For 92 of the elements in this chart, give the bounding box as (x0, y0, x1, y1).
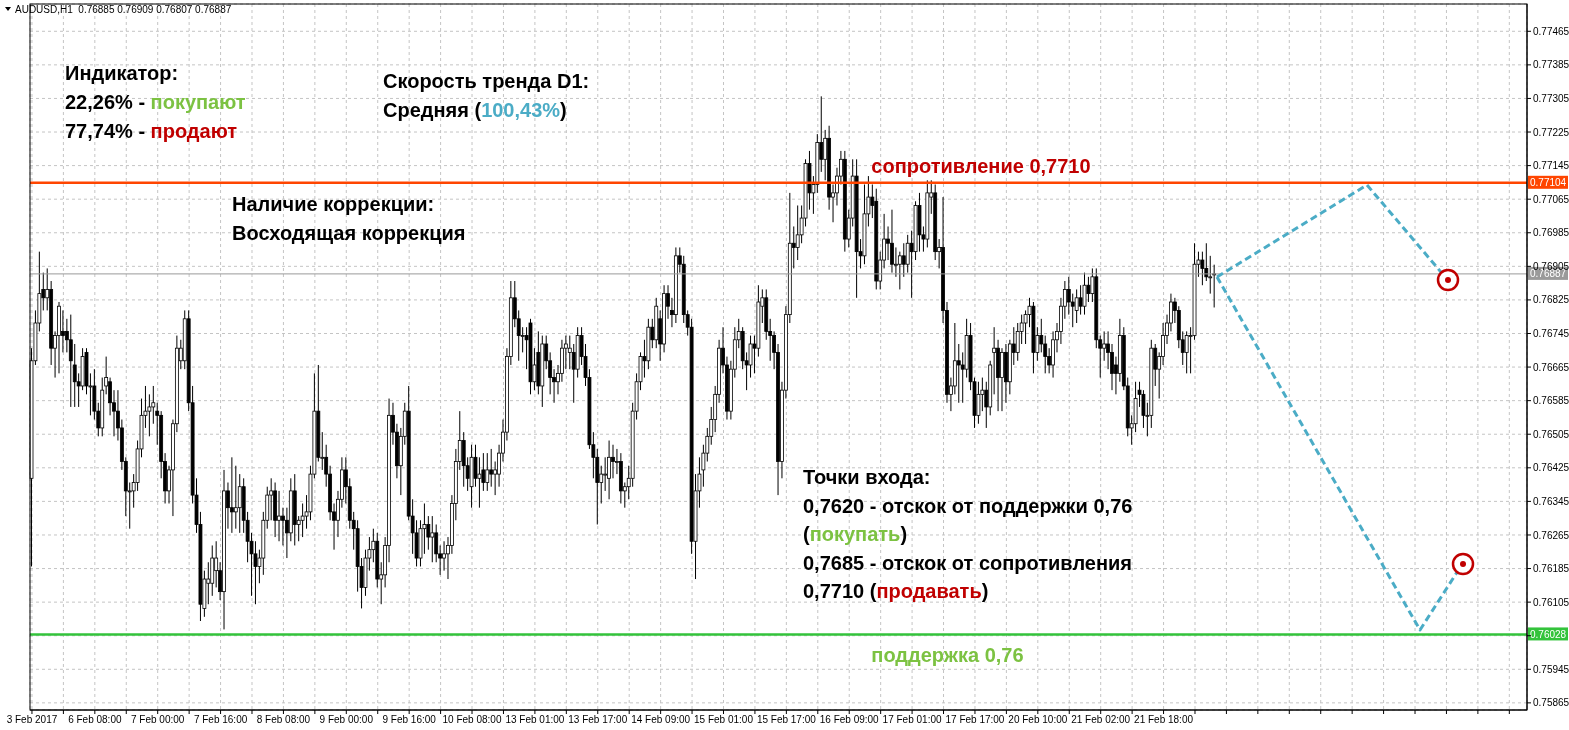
y-tick-label: 0.76665 (1533, 361, 1569, 373)
candlestick (1086, 276, 1091, 303)
annotation: ) (900, 523, 908, 545)
x-tick-label: 7 Feb 16:00 (193, 714, 248, 726)
y-tick-label: 0.77385 (1533, 59, 1569, 71)
chart-title: AUDUSD,H1 0.76885 0.76909 0.76807 0.76887 (15, 4, 232, 15)
annotation: покупают (150, 91, 246, 113)
candlestick (68, 314, 73, 408)
annotation: ( (803, 523, 810, 545)
candlestick (607, 440, 611, 500)
y-tick-label: 0.77305 (1533, 92, 1569, 104)
y-tick-label: 0.75945 (1533, 663, 1569, 675)
x-tick-label: 13 Feb 01:00 (505, 714, 565, 726)
candlestick (233, 465, 238, 530)
y-tick-label: 0.77065 (1533, 193, 1569, 205)
annotation: Скорость тренда D1: (383, 70, 590, 92)
x-tick-label: 10 Feb 08:00 (442, 714, 502, 726)
annotation: 77,74% - (65, 120, 151, 142)
ref-line-label: 0.76028 (1530, 628, 1567, 640)
y-tick-label: 0.76265 (1533, 529, 1569, 541)
candlestick (611, 444, 615, 479)
candlestick (430, 515, 435, 563)
annotation: 0,7620 - отскок от поддержки 0,76 (803, 495, 1133, 517)
y-tick-label: 0.77225 (1533, 126, 1569, 138)
x-tick-label: 14 Feb 09:00 (631, 714, 691, 726)
x-tick-label: 21 Feb 02:00 (1071, 714, 1131, 726)
candlestick (237, 473, 242, 534)
x-tick-label: 15 Feb 17:00 (756, 714, 817, 726)
y-tick-label: 0.76825 (1533, 294, 1569, 306)
y-tick-label: 0.76425 (1533, 462, 1569, 474)
y-tick-label: 0.77145 (1533, 160, 1569, 172)
x-tick-label: 6 Feb 08:00 (68, 714, 122, 726)
annotation: Наличие коррекции: (232, 193, 435, 215)
annotation: покупать (809, 523, 901, 545)
annotation: 100,43% (481, 99, 561, 121)
x-tick-label: 7 Feb 00:00 (131, 714, 185, 726)
x-tick-label: 17 Feb 01:00 (882, 714, 942, 726)
x-tick-label: 21 Feb 18:00 (1134, 714, 1194, 726)
y-tick-label: 0.76345 (1533, 495, 1569, 507)
candlestick (1184, 330, 1189, 374)
annotation: Средняя ( (383, 99, 482, 121)
candlestick (976, 381, 981, 425)
candlestick (1074, 288, 1079, 324)
x-tick-label: 9 Feb 16:00 (382, 714, 437, 726)
candlestick (61, 309, 65, 353)
candlestick (72, 343, 77, 408)
y-tick-label: 0.76745 (1533, 328, 1569, 340)
candlestick (890, 209, 894, 274)
x-tick-label: 3 Feb 2017 (6, 714, 58, 726)
annotation: Восходящая коррекция (232, 222, 466, 244)
candlestick (603, 456, 608, 492)
annotation: 22,26% - (65, 91, 151, 113)
candlestick (206, 561, 211, 605)
annotation: 0,7710 ( (803, 580, 877, 602)
x-tick-label: 16 Feb 09:00 (819, 714, 880, 726)
y-tick-label: 0.76105 (1533, 596, 1569, 608)
candlestick (956, 343, 961, 404)
annotation: Индикатор: (65, 62, 179, 84)
annotation: продавать (876, 580, 982, 602)
ref-line-label: 0.77104 (1530, 177, 1567, 189)
annotation: Точки входа: (803, 466, 931, 488)
candlestick (795, 204, 800, 261)
candlestick (229, 456, 234, 534)
candlestick (1070, 293, 1075, 328)
y-tick-label: 0.75865 (1533, 697, 1569, 709)
x-tick-label: 9 Feb 00:00 (319, 714, 374, 726)
annotation: ) (560, 99, 567, 121)
candlestick (1039, 318, 1044, 353)
annotation: сопротивление 0,7710 (871, 154, 1091, 177)
candlestick (477, 456, 482, 509)
candlestick (1082, 272, 1087, 316)
y-tick-label: 0.76585 (1533, 395, 1569, 407)
y-tick-label: 0.76985 (1533, 227, 1569, 239)
candlestick (1078, 284, 1083, 316)
candlestick (489, 448, 494, 488)
candlestick (485, 452, 490, 492)
x-tick-label: 13 Feb 17:00 (568, 714, 628, 726)
x-tick-label: 8 Feb 08:00 (256, 714, 311, 726)
annotation: 0,7685 - отскок от сопротивления (803, 552, 1133, 574)
x-tick-label: 17 Feb 17:00 (945, 714, 1005, 726)
candlestick (277, 490, 281, 542)
x-tick-label: 15 Feb 01:00 (694, 714, 754, 726)
annotation: поддержка 0,76 (871, 644, 1024, 667)
y-tick-label: 0.76185 (1533, 563, 1569, 575)
x-tick-label: 20 Feb 10:00 (1008, 714, 1068, 726)
annotation: ) (981, 580, 989, 602)
annotation: продают (150, 120, 238, 142)
y-tick-label: 0.77465 (1533, 25, 1569, 37)
candlestick (897, 251, 902, 290)
candlestick (901, 242, 906, 278)
candlestick (1102, 330, 1107, 362)
y-tick-label: 0.76505 (1533, 428, 1569, 440)
